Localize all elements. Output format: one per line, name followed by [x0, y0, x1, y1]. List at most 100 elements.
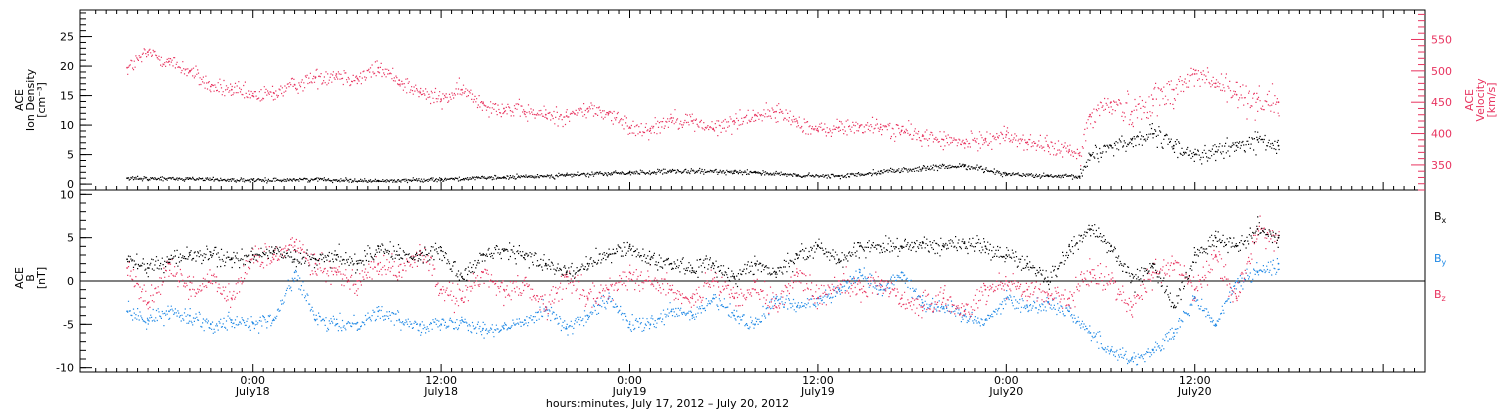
data-point-bx-54	[1256, 228, 1259, 230]
data-point-by-40	[963, 314, 966, 317]
data-point-bz-1	[147, 301, 149, 304]
data-point-bx-48	[1131, 280, 1133, 282]
data-point-velocity-11	[356, 77, 359, 80]
data-point-bx-51	[1193, 254, 1196, 256]
data-point-bx-35	[858, 245, 861, 248]
legend-item-Bx: Bx	[1434, 210, 1447, 225]
x-axis-caption: hours:minutes, July 17, 2012 – July 20, …	[546, 397, 789, 410]
data-point-bz-50	[1172, 262, 1175, 265]
data-point-density-19	[1078, 175, 1081, 178]
data-point-bx-6	[251, 254, 254, 256]
data-point-density-22	[1131, 138, 1133, 141]
legend-item-Bz: Bz	[1434, 288, 1446, 303]
data-point-by-29	[733, 314, 736, 317]
data-point-velocity-0	[126, 66, 128, 69]
data-point-bz-45	[1068, 297, 1070, 300]
data-point-velocity-49	[1131, 110, 1133, 113]
data-point-by-5	[230, 319, 233, 321]
top-right-tick-label: 400	[1431, 128, 1452, 141]
data-point-velocity-36	[879, 126, 882, 129]
series-density	[126, 123, 1280, 184]
data-point-by-38	[921, 301, 924, 304]
top-right-tick-label: 350	[1431, 159, 1452, 172]
data-point-by-44	[1047, 301, 1050, 304]
data-point-bx-23	[607, 254, 610, 256]
data-point-density-8	[628, 171, 631, 174]
data-point-by-12	[377, 310, 380, 313]
bottom-left-tick-label: 10	[60, 188, 74, 201]
series-velocity-points	[127, 48, 1280, 167]
top-left-tick-label: 10	[60, 119, 74, 132]
data-point-by-32	[796, 306, 798, 308]
top-right-axis-title-line-1: Velocity	[1474, 78, 1487, 122]
data-point-bz-28	[712, 280, 715, 282]
series-by	[126, 258, 1280, 366]
data-point-bx-11	[356, 262, 359, 265]
data-point-bx-10	[335, 254, 338, 256]
data-point-bz-27	[691, 297, 694, 300]
data-point-bz-10	[335, 271, 338, 274]
data-point-bz-33	[817, 297, 819, 300]
data-point-velocity-28	[712, 127, 715, 130]
data-point-velocity-1	[147, 51, 149, 53]
data-point-density-23	[1152, 133, 1154, 135]
data-point-bx-40	[963, 241, 966, 243]
series-bz-points	[127, 215, 1280, 321]
data-point-bz-30	[754, 288, 756, 291]
series-density-points	[127, 123, 1280, 184]
data-point-by-30	[754, 323, 756, 326]
data-point-bx-41	[984, 245, 987, 248]
data-point-by-25	[649, 323, 652, 326]
data-point-bz-53	[1235, 297, 1238, 300]
data-point-density-28	[1256, 138, 1259, 141]
data-point-bx-50	[1172, 306, 1175, 308]
data-point-bx-31	[775, 271, 777, 274]
data-point-bx-53	[1235, 245, 1238, 248]
data-point-bx-1	[147, 267, 149, 269]
data-point-velocity-16	[461, 88, 463, 91]
bottom-left-tick-label: 5	[67, 232, 74, 245]
data-point-velocity-2	[168, 60, 170, 63]
data-point-velocity-42	[1005, 133, 1008, 136]
data-point-bx-38	[921, 241, 924, 243]
data-point-bx-22	[586, 262, 589, 265]
data-point-density-20	[1089, 153, 1091, 156]
data-point-by-26	[670, 310, 673, 313]
data-point-bx-27	[691, 267, 694, 269]
data-point-bz-43	[1026, 288, 1029, 291]
data-point-bx-25	[649, 258, 652, 261]
data-point-bx-36	[879, 245, 882, 248]
data-point-bx-45	[1068, 245, 1070, 248]
data-point-velocity-33	[817, 129, 819, 132]
data-point-by-8	[293, 271, 296, 274]
top-left-axis-title-line-2: [cm⁻³]	[35, 82, 48, 118]
data-point-velocity-24	[628, 126, 631, 129]
x-tick-labels: 0:00July1812:00July180:00July1912:00July…	[235, 374, 1212, 398]
data-point-velocity-21	[565, 115, 568, 117]
data-point-bx-33	[817, 245, 819, 248]
data-point-bx-30	[754, 262, 756, 265]
data-point-by-39	[942, 306, 945, 308]
data-point-density-24	[1172, 144, 1175, 147]
data-point-bz-35	[858, 288, 861, 291]
data-point-bx-39	[942, 245, 945, 248]
data-point-velocity-44	[1047, 145, 1050, 148]
data-point-velocity-37	[900, 129, 903, 132]
data-point-velocity-27	[691, 120, 694, 122]
data-point-by-47	[1110, 349, 1112, 352]
data-point-bx-26	[670, 262, 673, 265]
data-point-velocity-32	[796, 120, 798, 122]
data-point-density-21	[1110, 144, 1112, 147]
bottom-left-axis-title-line-1: B	[24, 274, 37, 282]
series-by-points	[127, 258, 1280, 366]
series-bz	[126, 215, 1280, 321]
data-point-by-11	[356, 321, 359, 324]
data-point-by-22	[586, 314, 589, 317]
data-point-bz-47	[1110, 280, 1112, 282]
data-point-velocity-19	[523, 110, 526, 113]
data-point-velocity-17	[482, 102, 484, 105]
data-point-velocity-6	[251, 95, 254, 97]
data-point-by-15	[440, 323, 442, 326]
data-point-bx-43	[1026, 262, 1029, 265]
